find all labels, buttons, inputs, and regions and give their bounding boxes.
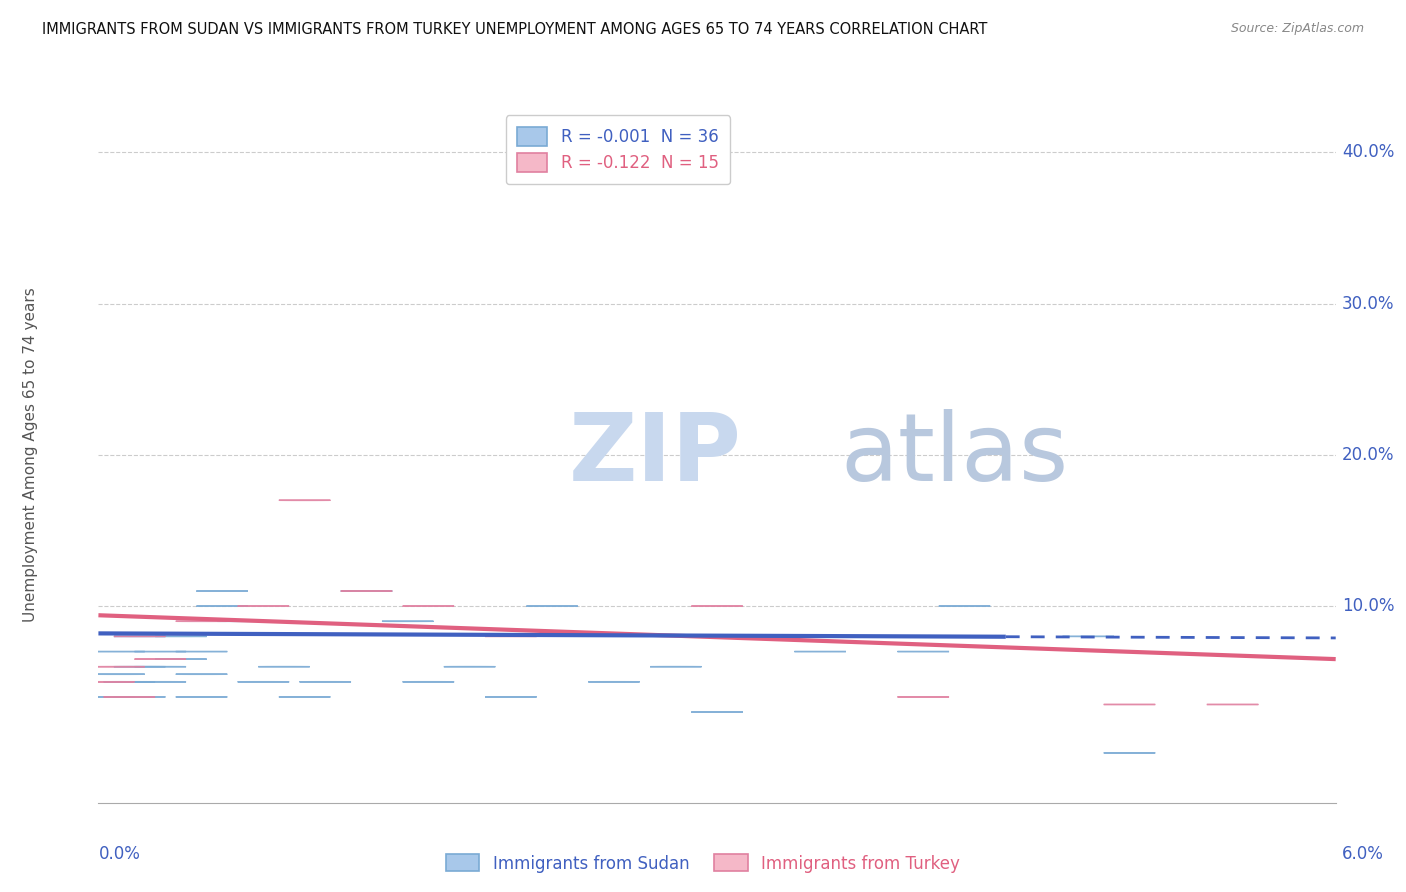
Text: 10.0%: 10.0%: [1341, 597, 1395, 615]
Text: Source: ZipAtlas.com: Source: ZipAtlas.com: [1230, 22, 1364, 36]
Text: 20.0%: 20.0%: [1341, 446, 1395, 464]
Text: 30.0%: 30.0%: [1341, 294, 1395, 313]
Text: 40.0%: 40.0%: [1341, 144, 1395, 161]
Text: 6.0%: 6.0%: [1341, 845, 1384, 863]
Text: ZIP: ZIP: [568, 409, 741, 501]
Text: IMMIGRANTS FROM SUDAN VS IMMIGRANTS FROM TURKEY UNEMPLOYMENT AMONG AGES 65 TO 74: IMMIGRANTS FROM SUDAN VS IMMIGRANTS FROM…: [42, 22, 987, 37]
Text: atlas: atlas: [841, 409, 1069, 501]
Legend: Immigrants from Sudan, Immigrants from Turkey: Immigrants from Sudan, Immigrants from T…: [440, 847, 966, 880]
Text: 0.0%: 0.0%: [98, 845, 141, 863]
Legend: R = -0.001  N = 36, R = -0.122  N = 15: R = -0.001 N = 36, R = -0.122 N = 15: [506, 115, 730, 184]
Text: Unemployment Among Ages 65 to 74 years: Unemployment Among Ages 65 to 74 years: [22, 287, 38, 623]
